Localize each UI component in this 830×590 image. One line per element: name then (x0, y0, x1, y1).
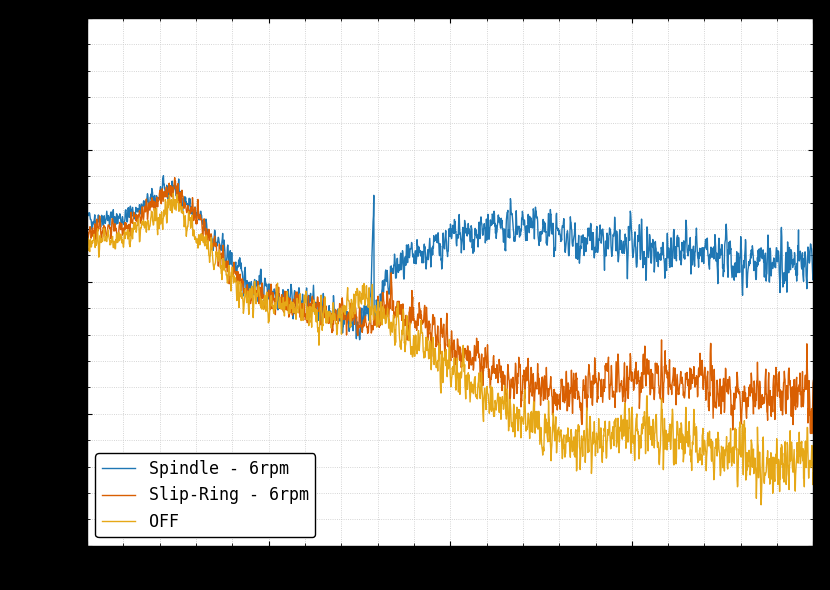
Slip-Ring - 6rpm (788, 407, 798, 414)
OFF (788, 468, 798, 476)
Line: OFF: OFF (87, 194, 813, 505)
OFF (120, 230, 129, 237)
OFF (808, 470, 818, 477)
Spindle - 6rpm (788, 264, 798, 271)
OFF (654, 461, 664, 468)
Spindle - 6rpm (120, 219, 129, 226)
Spindle - 6rpm (159, 172, 168, 179)
Slip-Ring - 6rpm (120, 227, 129, 234)
Slip-Ring - 6rpm (788, 384, 798, 391)
Spindle - 6rpm (82, 214, 92, 221)
Slip-Ring - 6rpm (654, 390, 664, 397)
OFF (436, 387, 446, 394)
OFF (788, 466, 798, 473)
Slip-Ring - 6rpm (807, 430, 817, 437)
Spindle - 6rpm (788, 256, 798, 263)
OFF (168, 190, 178, 197)
Legend: Spindle - 6rpm, Slip-Ring - 6rpm, OFF: Spindle - 6rpm, Slip-Ring - 6rpm, OFF (95, 454, 315, 537)
Slip-Ring - 6rpm (82, 228, 92, 235)
Spindle - 6rpm (655, 251, 665, 258)
Slip-Ring - 6rpm (436, 323, 446, 330)
Slip-Ring - 6rpm (417, 312, 427, 319)
Spindle - 6rpm (808, 270, 818, 277)
Line: Spindle - 6rpm: Spindle - 6rpm (87, 176, 813, 340)
OFF (756, 502, 766, 509)
Slip-Ring - 6rpm (169, 174, 179, 181)
OFF (417, 323, 427, 330)
OFF (82, 239, 92, 246)
Slip-Ring - 6rpm (808, 377, 818, 384)
Spindle - 6rpm (354, 336, 364, 343)
Spindle - 6rpm (436, 257, 446, 264)
Line: Slip-Ring - 6rpm: Slip-Ring - 6rpm (87, 178, 813, 434)
Spindle - 6rpm (417, 251, 427, 258)
